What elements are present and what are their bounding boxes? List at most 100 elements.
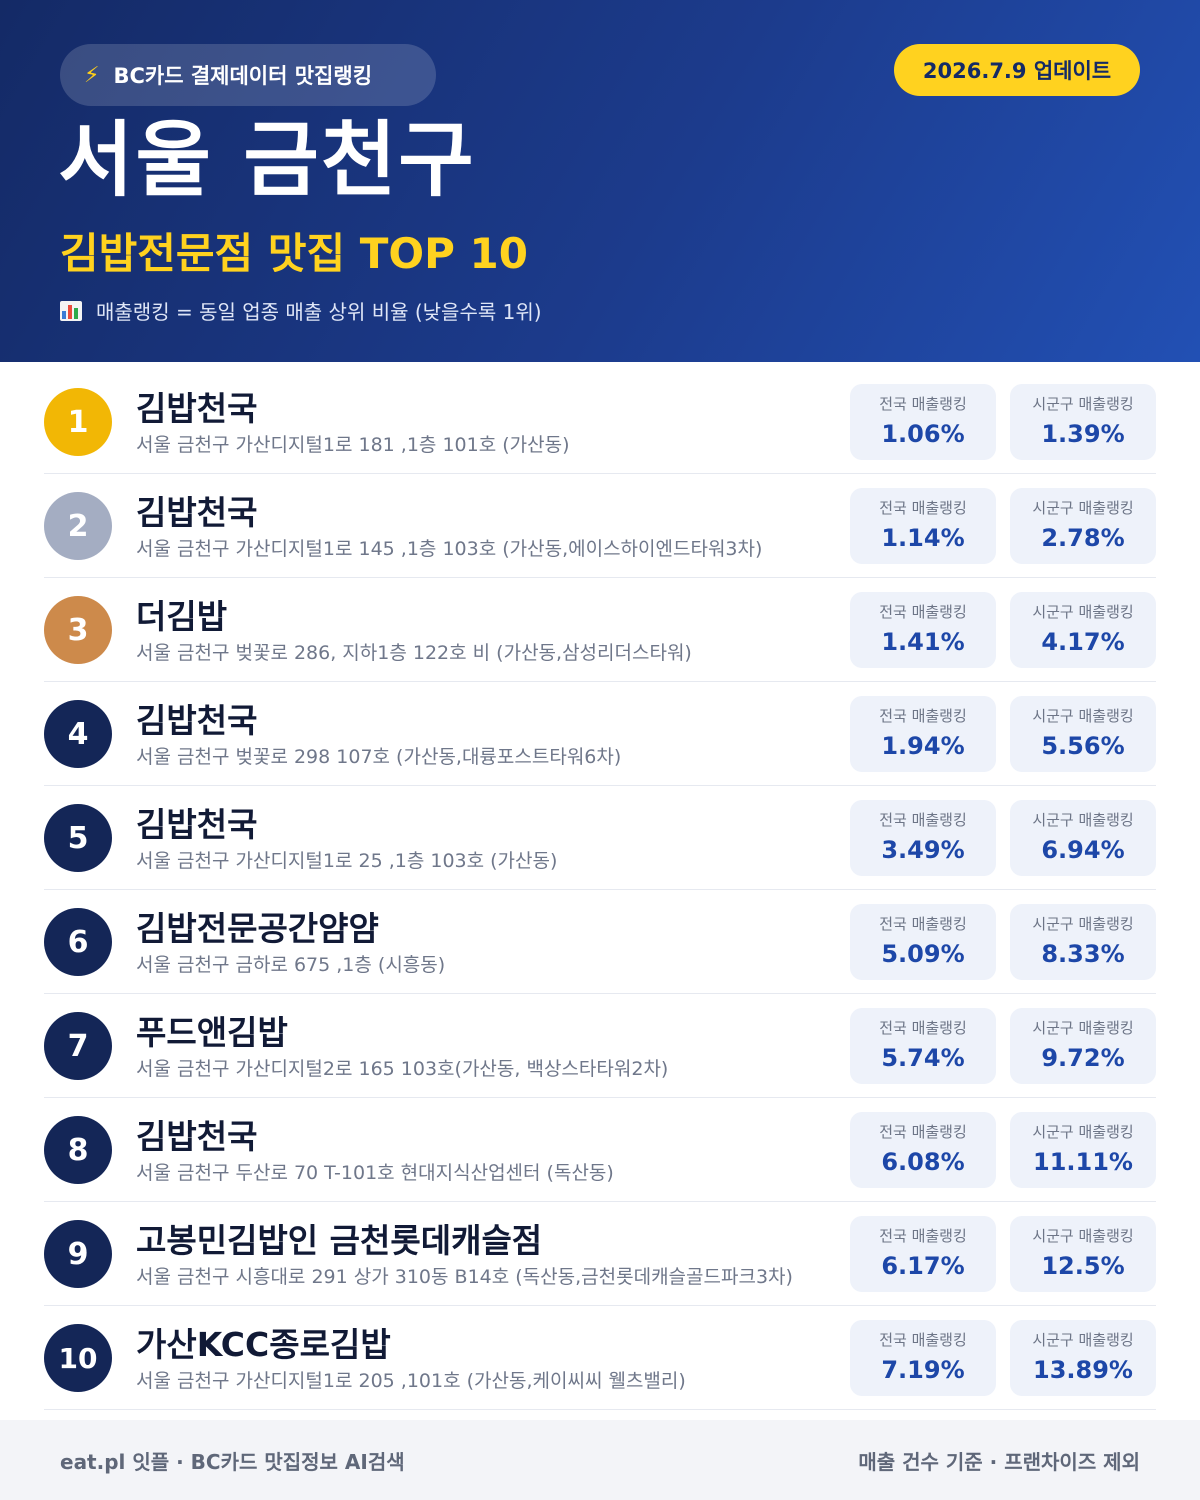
national-ranking-label: 전국 매출랭킹 — [879, 499, 967, 517]
local-ranking-label: 시군구 매출랭킹 — [1032, 707, 1134, 725]
national-ranking-label: 전국 매출랭킹 — [879, 603, 967, 621]
rank-badge: 6 — [44, 908, 112, 976]
region-title: 서울 금천구 — [58, 113, 476, 208]
restaurant-address: 서울 금천구 금하로 675 ,1층 (시흥동) — [136, 954, 446, 976]
national-ranking-value: 5.74% — [881, 1044, 965, 1072]
local-ranking-box: 시군구 매출랭킹 1.39% — [1010, 384, 1156, 460]
local-ranking-box: 시군구 매출랭킹 4.17% — [1010, 592, 1156, 668]
national-ranking-value: 1.94% — [881, 732, 965, 760]
rank-badge: 5 — [44, 804, 112, 872]
national-ranking-label: 전국 매출랭킹 — [879, 707, 967, 725]
local-ranking-value: 9.72% — [1041, 1044, 1125, 1072]
local-ranking-value: 1.39% — [1041, 420, 1125, 448]
rank-badge: 3 — [44, 596, 112, 664]
rank-badge: 1 — [44, 388, 112, 456]
restaurant-name: 더김밥 — [136, 597, 228, 636]
local-ranking-box: 시군구 매출랭킹 6.94% — [1010, 800, 1156, 876]
local-ranking-value: 11.11% — [1033, 1148, 1133, 1176]
ranking-legend: 매출랭킹 = 동일 업종 매출 상위 비율 (낮을수록 1위) — [60, 296, 542, 325]
restaurant-address: 서울 금천구 가산디지털1로 25 ,1층 103호 (가산동) — [136, 850, 558, 872]
footer-source: eat.pl 잇플 · BC카드 맛집정보 AI검색 — [60, 1450, 405, 1474]
bar-chart-icon — [60, 300, 82, 321]
list-item[interactable]: 10 가산KCC종로김밥 서울 금천구 가산디지털1로 205 ,101호 (가산동… — [44, 1306, 1156, 1410]
national-ranking-value: 6.17% — [881, 1252, 965, 1280]
restaurant-name: 김밥천국 — [136, 1117, 258, 1156]
list-item[interactable]: 3 더김밥 서울 금천구 벚꽃로 286, 지하1층 122호 비 (가산동,삼성리… — [44, 578, 1156, 682]
local-ranking-label: 시군구 매출랭킹 — [1032, 1019, 1134, 1037]
footer: eat.pl 잇플 · BC카드 맛집정보 AI검색 매출 건수 기준 · 프랜… — [0, 1420, 1200, 1500]
restaurant-name: 김밥전문공간얌얌 — [136, 909, 379, 948]
local-ranking-value: 8.33% — [1041, 940, 1125, 968]
restaurant-address: 서울 금천구 가산디지털1로 145 ,1층 103호 (가산동,에이스하이엔드… — [136, 538, 763, 560]
update-badge: 2026.7.9 업데이트 — [894, 44, 1140, 96]
national-ranking-label: 전국 매출랭킹 — [879, 1123, 967, 1141]
local-ranking-label: 시군구 매출랭킹 — [1032, 1331, 1134, 1349]
national-ranking-box: 전국 매출랭킹 1.06% — [850, 384, 996, 460]
local-ranking-label: 시군구 매출랭킹 — [1032, 915, 1134, 933]
national-ranking-label: 전국 매출랭킹 — [879, 1227, 967, 1245]
local-ranking-label: 시군구 매출랭킹 — [1032, 1123, 1134, 1141]
local-ranking-label: 시군구 매출랭킹 — [1032, 395, 1134, 413]
national-ranking-box: 전국 매출랭킹 5.09% — [850, 904, 996, 980]
national-ranking-box: 전국 매출랭킹 5.74% — [850, 1008, 996, 1084]
rank-badge: 8 — [44, 1116, 112, 1184]
local-ranking-value: 5.56% — [1041, 732, 1125, 760]
local-ranking-box: 시군구 매출랭킹 2.78% — [1010, 488, 1156, 564]
restaurant-name: 김밥천국 — [136, 389, 258, 428]
local-ranking-box: 시군구 매출랭킹 5.56% — [1010, 696, 1156, 772]
national-ranking-value: 1.41% — [881, 628, 965, 656]
restaurant-list: 1 김밥천국 서울 금천구 가산디지털1로 181 ,1층 101호 (가산동) 전국… — [44, 370, 1156, 1410]
national-ranking-value: 1.14% — [881, 524, 965, 552]
local-ranking-label: 시군구 매출랭킹 — [1032, 499, 1134, 517]
restaurant-name: 김밥천국 — [136, 493, 258, 532]
source-label: BC카드 결제데이터 맛집랭킹 — [113, 64, 373, 88]
local-ranking-label: 시군구 매출랭킹 — [1032, 811, 1134, 829]
local-ranking-box: 시군구 매출랭킹 8.33% — [1010, 904, 1156, 980]
restaurant-name: 김밥천국 — [136, 701, 258, 740]
list-item[interactable]: 7 푸드앤김밥 서울 금천구 가산디지털2로 165 103호(가산동, 백상스타타… — [44, 994, 1156, 1098]
rank-badge: 10 — [44, 1324, 112, 1392]
local-ranking-box: 시군구 매출랭킹 9.72% — [1010, 1008, 1156, 1084]
rank-badge: 9 — [44, 1220, 112, 1288]
national-ranking-value: 5.09% — [881, 940, 965, 968]
list-item[interactable]: 1 김밥천국 서울 금천구 가산디지털1로 181 ,1층 101호 (가산동) 전국… — [44, 370, 1156, 474]
national-ranking-box: 전국 매출랭킹 6.08% — [850, 1112, 996, 1188]
restaurant-name: 고봉민김밥인 금천롯데캐슬점 — [136, 1221, 543, 1260]
legend-text: 매출랭킹 = 동일 업종 매출 상위 비율 (낮을수록 1위) — [96, 300, 542, 324]
local-ranking-value: 12.5% — [1041, 1252, 1125, 1280]
national-ranking-label: 전국 매출랭킹 — [879, 811, 967, 829]
lightning-icon: ⚡ — [84, 62, 100, 88]
national-ranking-value: 7.19% — [881, 1356, 965, 1384]
national-ranking-value: 3.49% — [881, 836, 965, 864]
restaurant-address: 서울 금천구 시흥대로 291 상가 310동 B14호 (독산동,금천롯데캐슬… — [136, 1266, 793, 1288]
rank-badge: 7 — [44, 1012, 112, 1080]
national-ranking-box: 전국 매출랭킹 1.14% — [850, 488, 996, 564]
local-ranking-box: 시군구 매출랭킹 13.89% — [1010, 1320, 1156, 1396]
local-ranking-label: 시군구 매출랭킹 — [1032, 1227, 1134, 1245]
local-ranking-box: 시군구 매출랭킹 12.5% — [1010, 1216, 1156, 1292]
national-ranking-box: 전국 매출랭킹 1.41% — [850, 592, 996, 668]
local-ranking-box: 시군구 매출랭킹 11.11% — [1010, 1112, 1156, 1188]
restaurant-name: 김밥천국 — [136, 805, 258, 844]
rank-badge: 2 — [44, 492, 112, 560]
restaurant-address: 서울 금천구 가산디지털1로 205 ,101호 (가산동,케이씨씨 웰츠밸리) — [136, 1370, 686, 1392]
footer-note: 매출 건수 기준 · 프랜차이즈 제외 — [858, 1450, 1140, 1474]
national-ranking-box: 전국 매출랭킹 1.94% — [850, 696, 996, 772]
restaurant-address: 서울 금천구 벚꽃로 298 107호 (가산동,대륭포스트타워6차) — [136, 746, 622, 768]
national-ranking-label: 전국 매출랭킹 — [879, 1019, 967, 1037]
national-ranking-box: 전국 매출랭킹 7.19% — [850, 1320, 996, 1396]
national-ranking-box: 전국 매출랭킹 3.49% — [850, 800, 996, 876]
local-ranking-value: 13.89% — [1033, 1356, 1133, 1384]
category-title: 김밥전문점 맛집 TOP 10 — [60, 229, 528, 278]
rank-badge: 4 — [44, 700, 112, 768]
source-badge: ⚡ BC카드 결제데이터 맛집랭킹 — [60, 44, 436, 106]
restaurant-address: 서울 금천구 두산로 70 T-101호 현대지식산업센터 (독산동) — [136, 1162, 614, 1184]
local-ranking-value: 4.17% — [1041, 628, 1125, 656]
restaurant-name: 푸드앤김밥 — [136, 1013, 288, 1052]
